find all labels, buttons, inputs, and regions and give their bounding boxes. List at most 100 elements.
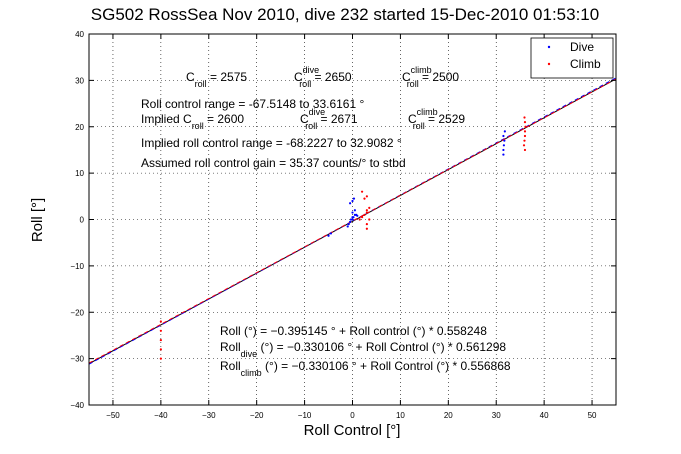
annotation-value: = 2575 (207, 70, 248, 84)
x-tick-label: −50 (106, 411, 120, 420)
fit-rest: (°) = −0.330106 ° + Roll Control (°) * 0… (262, 359, 511, 373)
fit-rest: (°) = −0.395145 ° + Roll control (°) * 0… (241, 324, 488, 338)
legend-label: Dive (570, 40, 594, 54)
fit-sub: dive (241, 349, 258, 359)
climb-point (360, 216, 364, 219)
x-tick-label: 10 (396, 411, 405, 420)
annotation-sub: roll (413, 121, 425, 131)
fit-main: Roll (220, 324, 241, 338)
climb-point (523, 134, 527, 138)
annotation-term: Cdive roll = 2650 (294, 65, 352, 89)
legend-marker (547, 62, 551, 66)
fit-sub: climb (241, 368, 262, 378)
dive-point (502, 144, 505, 147)
tick-labels: −50 −40 −30 −20 −10 0 10 20 30 40 50 −40 −30 −20 −10 0 1… (70, 30, 597, 420)
dive-point (351, 218, 354, 221)
dive-point (502, 148, 505, 152)
climb-point (365, 227, 368, 230)
dive-point (352, 216, 355, 219)
climb-point (363, 197, 366, 200)
data-points (159, 116, 527, 360)
climb-point (522, 144, 526, 147)
climb-point (523, 139, 526, 142)
gain-text: Assumed roll control gain = 35.37 counts… (141, 156, 406, 170)
annotation-value: = 2650 (311, 70, 352, 84)
annotation-term: Cclimb roll = 2529 (408, 107, 465, 131)
annotations: Croll = 2575 Cdive roll = 2650 Cclimb roll =… (141, 65, 511, 378)
dive-point (503, 139, 506, 142)
annotation-sup: climb (417, 107, 438, 117)
x-tick-label: −20 (250, 411, 264, 420)
climb-point (365, 223, 368, 226)
dive-point (349, 202, 352, 205)
annotation-sup: dive (303, 65, 320, 75)
x-tick-label: 30 (492, 411, 501, 420)
fit-equation: Rollclimb (°) = −0.330106 ° + Roll Contr… (220, 359, 511, 378)
legend-marker (547, 45, 551, 49)
climb-point (523, 116, 526, 119)
dive-point (353, 209, 356, 212)
climb-point (365, 195, 368, 198)
annotation-main: C (402, 70, 411, 84)
dive-point (349, 220, 352, 223)
annotation-main: C (408, 112, 417, 126)
climb-point (523, 121, 527, 124)
implied-range-text: Implied roll control range = -68.2227 to… (141, 136, 402, 150)
dive-point (327, 234, 330, 237)
annotation-sub: roll (299, 79, 311, 89)
annotation-term: Cdive roll = 2671 (300, 107, 358, 131)
x-tick-label: −30 (202, 411, 216, 420)
legend-box (530, 37, 614, 79)
annotation-term: Cclimb roll = 2500 (402, 65, 459, 89)
y-tick-label: 40 (75, 30, 84, 39)
y-tick-label: −20 (70, 308, 84, 317)
y-tick-label: 10 (75, 169, 84, 178)
dive-point (352, 197, 356, 200)
annotation-term: Croll = 2575 (186, 70, 247, 89)
climb-point (159, 329, 162, 332)
climb-point (358, 218, 361, 221)
fit-main: Roll (220, 340, 241, 354)
fit-line (88, 77, 617, 365)
dive-point (351, 211, 354, 214)
dive-point (347, 223, 350, 226)
climb-point (365, 211, 368, 214)
x-tick-label: −40 (154, 411, 168, 420)
annotation-value: = 2529 (425, 112, 466, 126)
legend-label: Climb (570, 57, 601, 71)
dive-point (503, 130, 506, 133)
x-tick-label: 50 (588, 411, 597, 420)
climb-point (368, 206, 371, 210)
climb-point (360, 190, 364, 193)
fit-equation: Roll (°) = −0.395145 ° + Roll control (°… (220, 324, 487, 338)
climb-point (523, 148, 527, 152)
x-tick-label: 20 (444, 411, 453, 420)
annotation-main: C (186, 70, 195, 84)
climb-point (365, 209, 368, 212)
annotation-sub: roll (407, 79, 419, 89)
x-tick-label: 0 (350, 411, 355, 420)
y-tick-label: −10 (70, 262, 84, 271)
fit-rest: (°) = −0.330106 ° + Roll Control (°) * 0… (257, 340, 506, 354)
dive-point (356, 214, 359, 217)
dive-point (329, 232, 333, 235)
dive-point (502, 134, 505, 138)
fit-main: Roll (220, 359, 241, 373)
axes (88, 33, 617, 406)
annotation-main: C (294, 70, 303, 84)
legend: Dive Climb (530, 37, 614, 79)
climb-point (524, 125, 527, 128)
chart-title: SG502 RossSea Nov 2010, dive 232 started… (91, 5, 599, 24)
y-tick-label: −40 (70, 401, 84, 410)
annotation-sub: roll (195, 79, 207, 89)
annotation-term: Implied Croll = 2600 (141, 112, 244, 131)
dive-point (346, 225, 349, 228)
y-axis-label: Roll [°] (29, 198, 46, 242)
annotation-sub: roll (305, 121, 317, 131)
fit-lines (88, 77, 617, 365)
climb-point (523, 130, 527, 133)
y-tick-label: 30 (75, 76, 84, 85)
climb-point (368, 218, 371, 221)
dive-point (351, 199, 354, 203)
